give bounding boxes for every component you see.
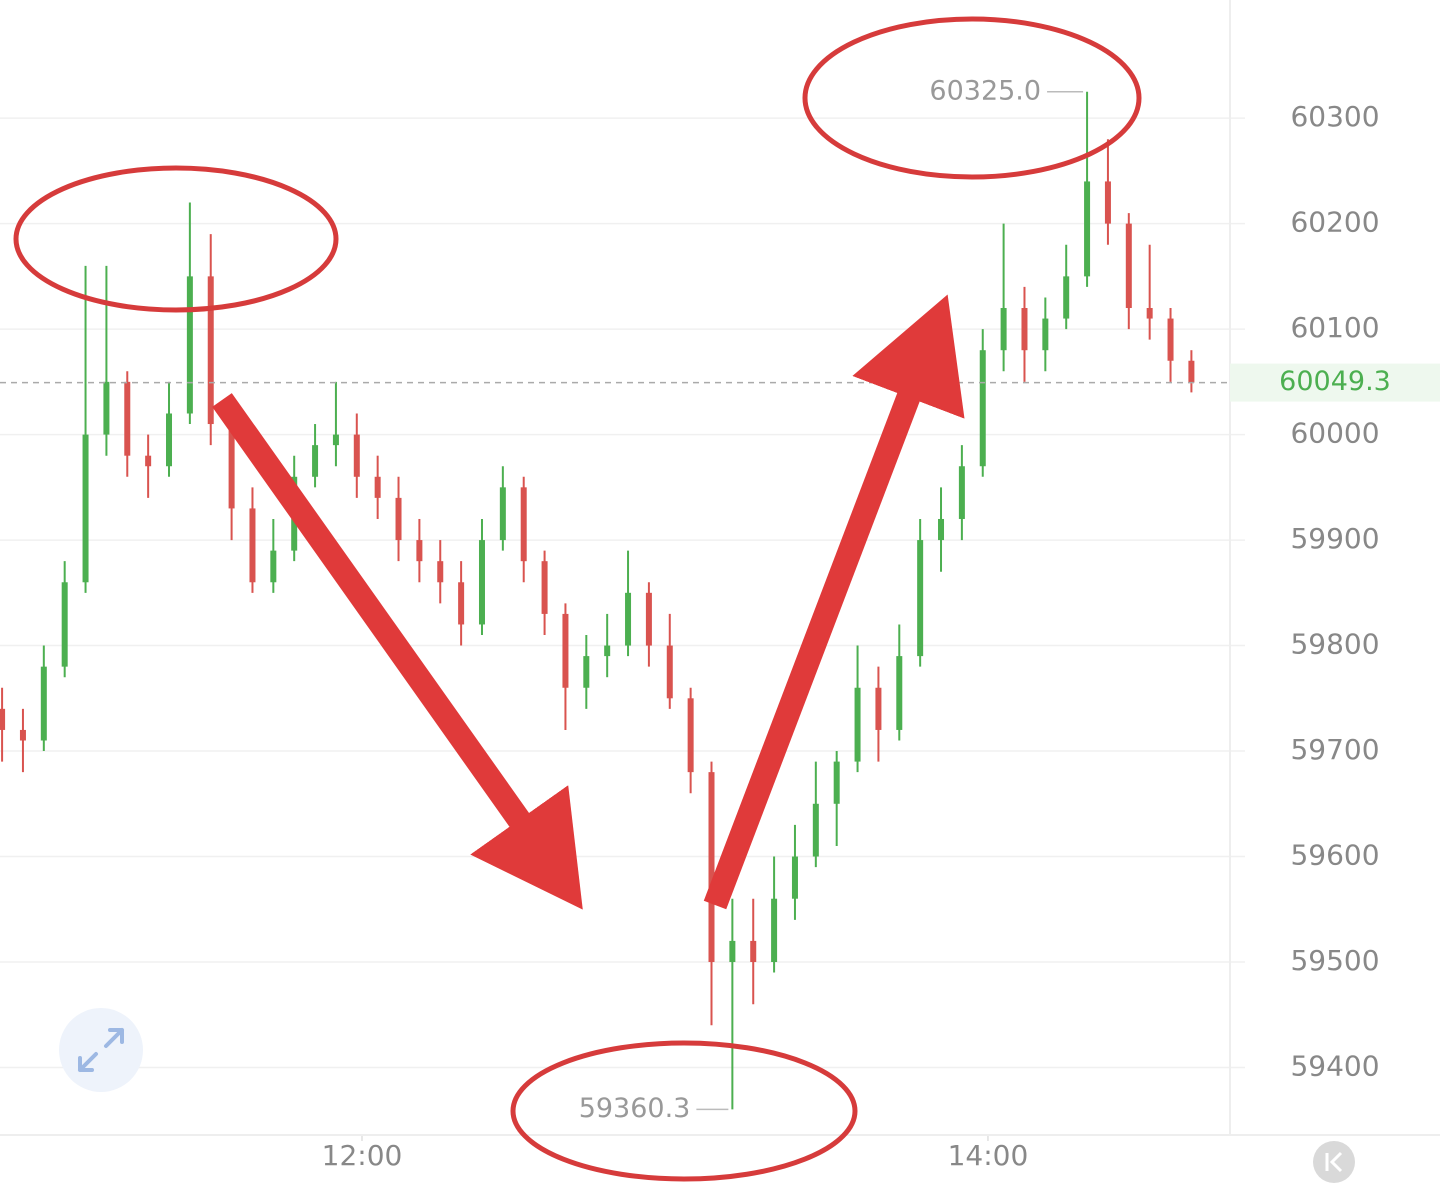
candle-body bbox=[791, 856, 798, 899]
candle-body bbox=[625, 592, 632, 646]
candle-body bbox=[19, 729, 26, 741]
grid bbox=[0, 117, 1245, 1141]
annotation-circle bbox=[13, 165, 339, 313]
y-tick-label: 59900 bbox=[1290, 522, 1379, 555]
candle-body bbox=[332, 434, 339, 446]
candle-body bbox=[207, 276, 214, 425]
candle-body bbox=[854, 687, 861, 762]
y-tick-label: 59800 bbox=[1290, 628, 1379, 661]
candle-body bbox=[958, 466, 965, 519]
expand-icon[interactable] bbox=[78, 1028, 124, 1072]
candle-body bbox=[1042, 318, 1049, 351]
annotations bbox=[13, 16, 1142, 1182]
y-tick-label: 59700 bbox=[1290, 733, 1379, 766]
candle-body bbox=[1167, 318, 1174, 361]
candle-body bbox=[499, 487, 506, 541]
candle-body bbox=[771, 898, 778, 963]
candle-body bbox=[1021, 308, 1028, 351]
candle-body bbox=[1084, 181, 1091, 277]
candle-body bbox=[1000, 308, 1007, 351]
candle-body bbox=[1188, 360, 1195, 383]
candle-body bbox=[228, 424, 235, 509]
candle-body bbox=[249, 508, 256, 583]
candle-body bbox=[520, 487, 527, 562]
annotation-circle bbox=[510, 1040, 858, 1182]
last-price-box bbox=[1230, 363, 1440, 402]
candle-body bbox=[353, 434, 360, 477]
candle-body bbox=[666, 645, 673, 699]
candle-body bbox=[645, 592, 652, 646]
candle-body bbox=[1063, 276, 1070, 319]
y-tick-label: 60300 bbox=[1290, 100, 1379, 133]
y-tick-label: 59600 bbox=[1290, 839, 1379, 872]
low-marker-label: 59360.3 bbox=[579, 1093, 691, 1124]
candle-body bbox=[833, 761, 840, 804]
scroll-icon[interactable] bbox=[1325, 1151, 1343, 1173]
candle-body bbox=[312, 445, 319, 477]
candle-body bbox=[82, 434, 89, 583]
candle-body bbox=[687, 698, 694, 773]
labels: 59400 59500 59600 59700 59800 59900 60000 60100… bbox=[0, 75, 1440, 1172]
candle-body bbox=[186, 276, 193, 414]
y-tick-label: 60200 bbox=[1290, 206, 1379, 239]
candle-body bbox=[750, 940, 757, 963]
candle-body bbox=[416, 540, 423, 562]
candle-body bbox=[478, 540, 485, 625]
candle-body bbox=[374, 476, 381, 498]
candle-body bbox=[604, 645, 611, 657]
candle-body bbox=[1125, 223, 1132, 309]
high-marker-label: 60325.0 bbox=[929, 75, 1041, 106]
candle-body bbox=[896, 656, 903, 730]
expand-button-bg[interactable] bbox=[59, 1008, 143, 1092]
candle-body bbox=[875, 687, 882, 730]
candle-body bbox=[1104, 181, 1111, 224]
candle-body bbox=[40, 666, 47, 741]
y-tick-label: 60100 bbox=[1290, 311, 1379, 344]
annotation-circle bbox=[802, 16, 1142, 180]
y-tick-label: 60000 bbox=[1290, 417, 1379, 450]
candle-body bbox=[729, 940, 736, 963]
x-tick-label: 12:00 bbox=[322, 1139, 403, 1172]
candle-body bbox=[1146, 308, 1153, 319]
candle-body bbox=[270, 550, 277, 583]
candle-body bbox=[124, 381, 131, 456]
annotation-arrow bbox=[703, 294, 965, 910]
last-price-label: 60049.3 bbox=[1279, 366, 1391, 397]
candle-body bbox=[708, 772, 715, 963]
candle-body bbox=[979, 350, 986, 467]
candles bbox=[0, 91, 1195, 1110]
annotation-arrow bbox=[212, 393, 583, 910]
candle-body bbox=[917, 540, 924, 657]
expand-button[interactable] bbox=[59, 1008, 143, 1092]
candle-body bbox=[61, 582, 68, 667]
candle-body bbox=[103, 381, 110, 435]
y-tick-label: 59400 bbox=[1290, 1049, 1379, 1082]
candle-body bbox=[0, 708, 6, 730]
candle-body bbox=[938, 518, 945, 541]
candle-body bbox=[145, 455, 152, 467]
x-tick-label: 14:00 bbox=[948, 1139, 1029, 1172]
candle-body bbox=[562, 613, 569, 688]
candle-body bbox=[812, 803, 819, 857]
y-tick-label: 59500 bbox=[1290, 944, 1379, 977]
candle-body bbox=[437, 561, 444, 583]
candle-body bbox=[458, 582, 465, 625]
candle-body bbox=[541, 561, 548, 614]
scroll-to-latest[interactable] bbox=[1313, 1141, 1355, 1183]
candle-body bbox=[583, 656, 590, 688]
candle-body bbox=[395, 497, 402, 541]
candle-body bbox=[166, 413, 173, 467]
